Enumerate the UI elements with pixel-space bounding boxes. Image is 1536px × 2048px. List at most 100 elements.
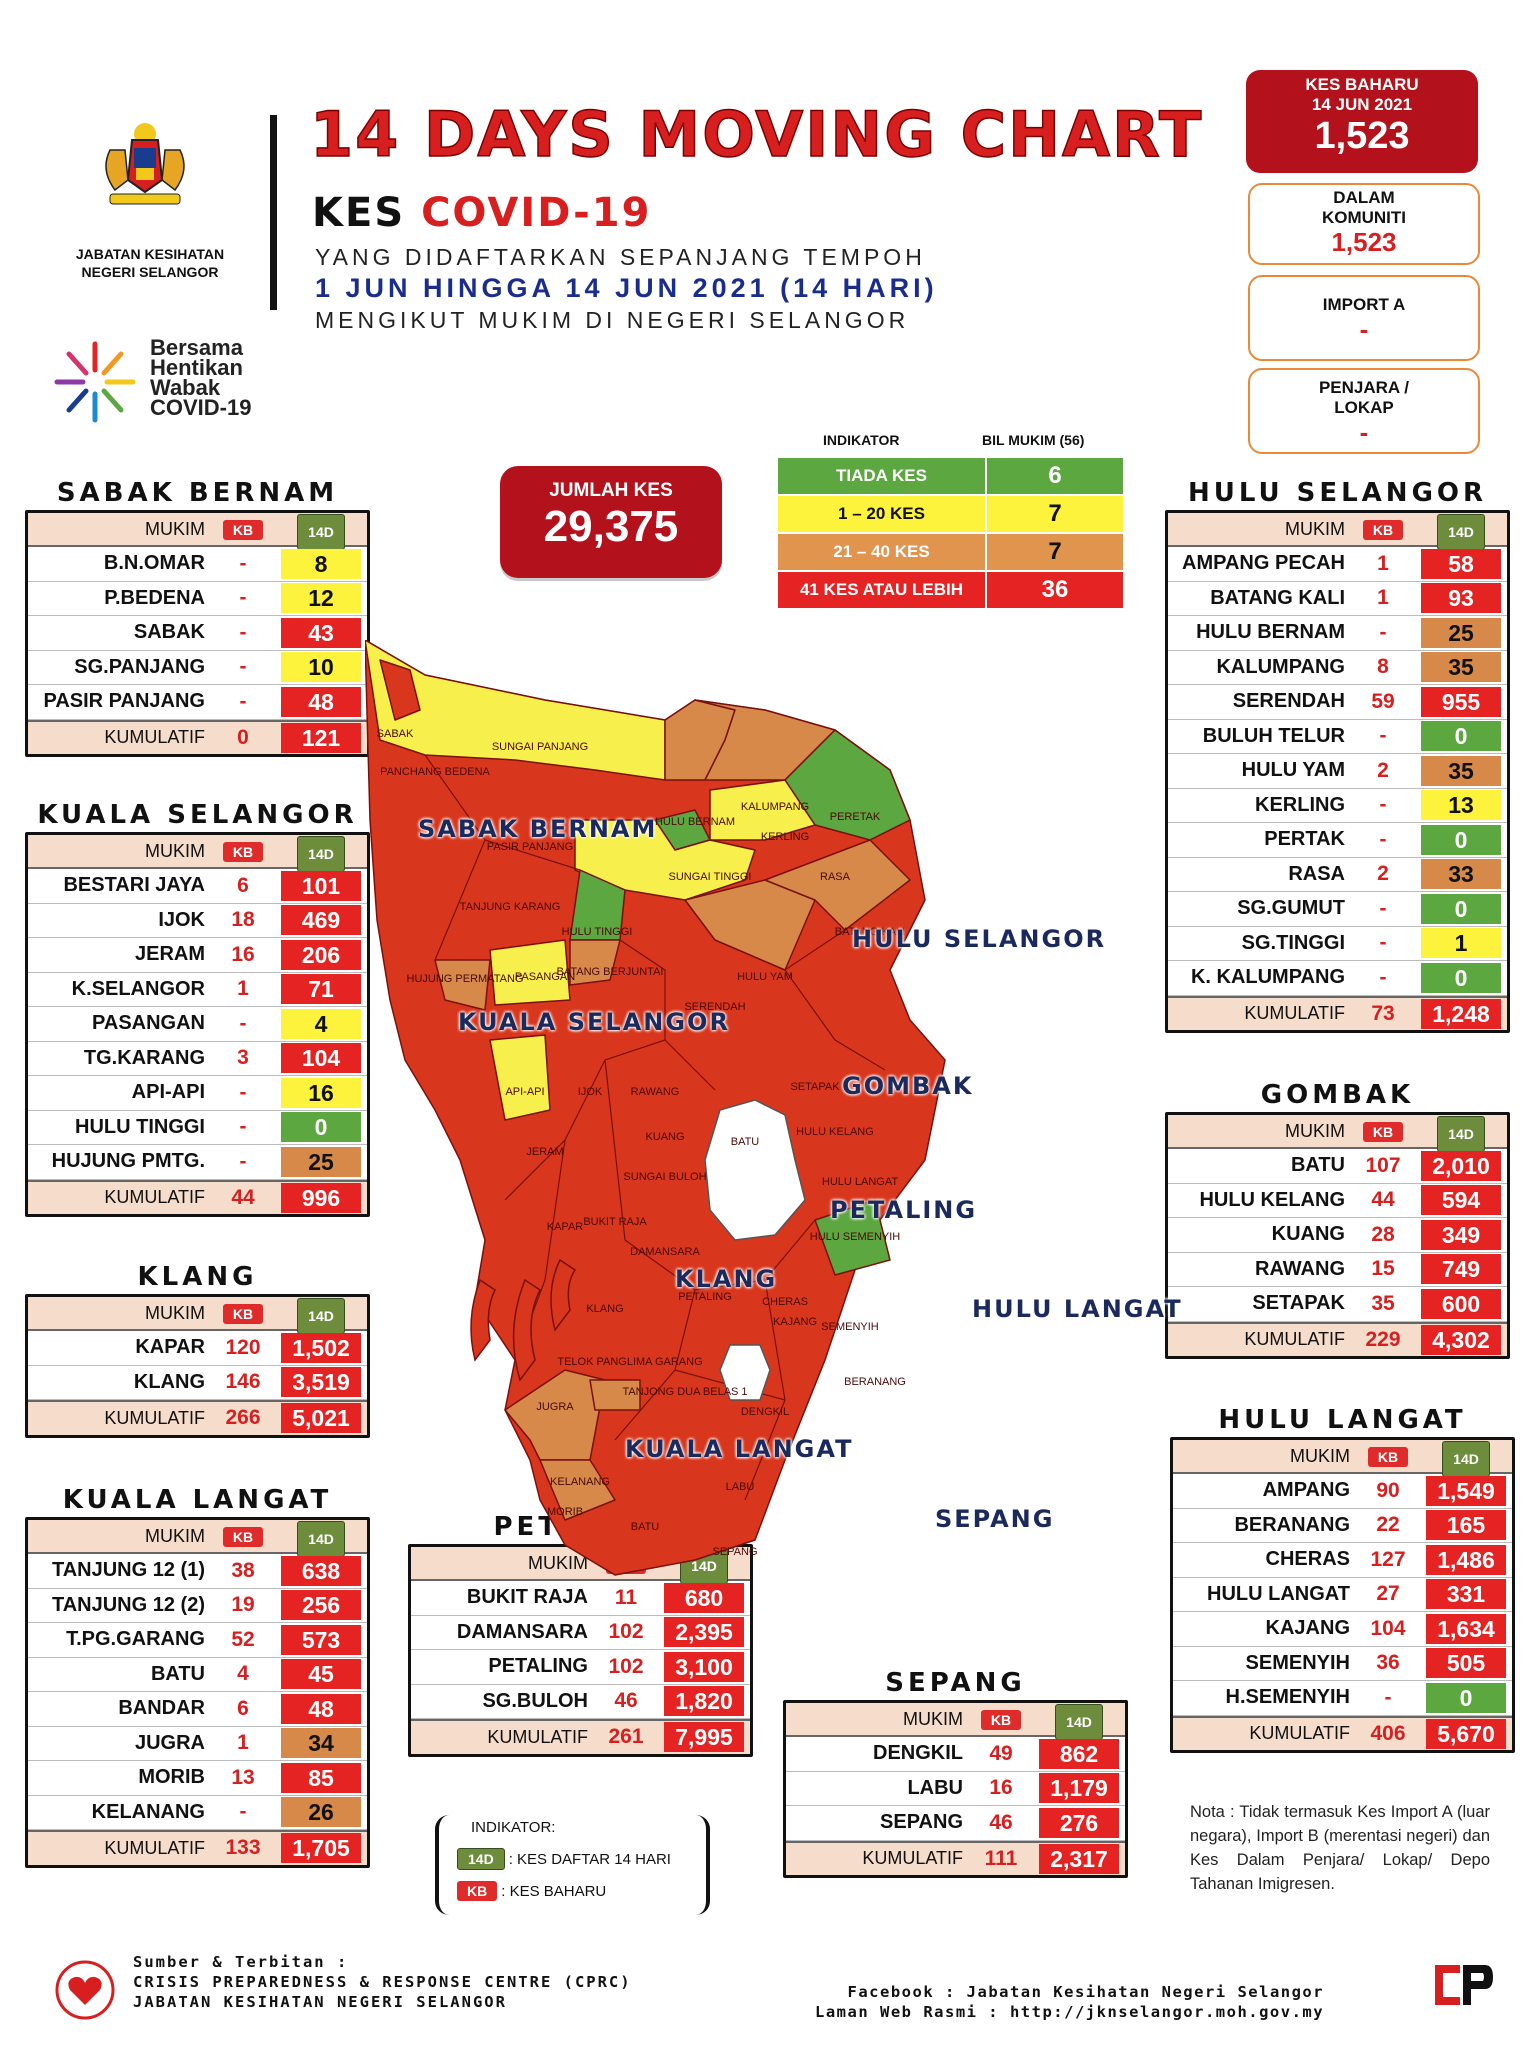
mukim-name: KAPAR xyxy=(135,1336,205,1359)
map-mukim-hulu-semenyih: HULU SEMENYIH xyxy=(810,1231,901,1243)
mukim-name: K.SELANGOR xyxy=(71,977,205,1000)
mukim-name: KALUMPANG xyxy=(1216,655,1345,678)
mukim-14d: 749 xyxy=(1421,1254,1501,1285)
kumulatif-label: KUMULATIF xyxy=(862,1848,963,1869)
map-region-sabak-bernam xyxy=(365,640,666,781)
subtitle-line2: YANG DIDAFTARKAN SEPANJANG TEMPOH xyxy=(315,244,926,270)
table-row: DAMANSARA 102 2,395 xyxy=(411,1616,750,1650)
kes-baharu-box: KES BAHARU 14 JUN 2021 1,523 xyxy=(1246,70,1478,173)
table-row: T.PG.GARANG 52 573 xyxy=(28,1623,367,1658)
mukim-name: BATU xyxy=(150,1662,205,1685)
mukim-name: RASA xyxy=(1288,862,1345,885)
import-box: IMPORT A - xyxy=(1248,275,1480,361)
mukim-name: SABAK xyxy=(133,621,205,644)
mukim-kb: - xyxy=(239,689,247,713)
table-row: KERLING - 13 xyxy=(1168,789,1507,823)
kumulatif-label: KUMULATIF xyxy=(1249,1723,1350,1744)
mukim-name: BESTARI JAYA xyxy=(63,874,205,897)
indicator-count: 7 xyxy=(987,534,1123,570)
mukim-name: SEMENYIH xyxy=(1245,1651,1350,1674)
table-row: BUKIT RAJA 11 680 xyxy=(411,1581,750,1616)
map-mukim-tanjung-karang: TANJUNG KARANG xyxy=(460,901,561,913)
map-mukim-batang-berjuntai: BATANG BERJUNTAI xyxy=(557,966,664,978)
table-row: BATU 107 2,010 xyxy=(1168,1149,1507,1184)
map-mukim-tanjong: TANJONG DUA BELAS 1 xyxy=(622,1386,747,1398)
mukim-kb: - xyxy=(1379,793,1387,817)
mukim-14d: 0 xyxy=(1421,893,1501,924)
penjara-box: PENJARA / LOKAP - xyxy=(1248,368,1480,454)
kumulatif-14d: 4,302 xyxy=(1421,1324,1501,1355)
indicator-label: 41 KES ATAU LEBIH xyxy=(778,572,985,608)
map-mukim-labu: LABU xyxy=(726,1481,755,1493)
table-row: KAJANG 104 1,634 xyxy=(1173,1612,1512,1647)
mukim-kb: 44 xyxy=(1371,1188,1395,1212)
mukim-kb: 11 xyxy=(614,1585,638,1609)
mukim-14d: 0 xyxy=(1421,721,1501,752)
map-region-hulu-yam xyxy=(684,879,816,971)
mukim-name: KELANANG xyxy=(91,1800,205,1823)
kb-pill: KB xyxy=(222,1304,264,1324)
jumlah-kes-box: JUMLAH KES 29,375 xyxy=(500,466,722,578)
col-kb: KB xyxy=(213,839,273,863)
kumulatif-kb: 44 xyxy=(231,1185,255,1209)
table-row: BERANANG 22 165 xyxy=(1173,1509,1512,1543)
map-mukim-batu: BATU xyxy=(731,1136,760,1148)
mukim-kb: - xyxy=(239,551,247,575)
col-mukim: MUKIM xyxy=(145,518,205,539)
mukim-name: BUKIT RAJA xyxy=(466,1586,588,1609)
district-title: HULU LANGAT xyxy=(1218,1405,1467,1435)
indicator-label: TIADA KES xyxy=(778,458,985,494)
mukim-14d: 71 xyxy=(281,974,361,1005)
district-title: KUALA LANGAT xyxy=(62,1485,333,1515)
col-kb: KB xyxy=(1353,517,1413,541)
legend-row-kb: KB : KES BAHARU xyxy=(457,1881,606,1901)
kumulatif-14d: 2,317 xyxy=(1039,1843,1119,1874)
table-row: SG.TINGGI - 1 xyxy=(1168,927,1507,961)
mukim-name: B.N.OMAR xyxy=(103,552,205,575)
campaign-l3: Wabak xyxy=(150,375,221,400)
komuniti-label1: DALAM xyxy=(1333,188,1395,207)
table-row: SG.PANJANG - 10 xyxy=(28,651,367,685)
table-row: SEMENYIH 36 505 xyxy=(1173,1647,1512,1681)
table-header-row: MUKIM KB 14D xyxy=(1168,1115,1507,1152)
mukim-name: K. KALUMPANG xyxy=(1190,966,1345,989)
mukim-kb: - xyxy=(239,1115,247,1139)
district-table: MUKIM KB 14D KAPAR 120 1,502 KLANG 146 3,519 KUMU… xyxy=(25,1294,370,1438)
dept-line1: JABATAN KESIHATAN xyxy=(75,246,225,262)
legend-14d-label: : KES DAFTAR 14 HARI xyxy=(508,1850,671,1868)
map-label-kuala-selangor: KUALA SELANGOR xyxy=(458,1008,730,1036)
col-mukim: MUKIM xyxy=(145,840,205,861)
table-row: H.SEMENYIH - 0 xyxy=(1173,1681,1512,1716)
footer-website[interactable]: Laman Web Rasmi : http://jknselangor.moh… xyxy=(815,2003,1325,2021)
mukim-kb: - xyxy=(239,655,247,679)
footer-facebook[interactable]: Facebook : Jabatan Kesihatan Negeri Sela… xyxy=(847,1983,1325,2001)
d14-pill: 14D xyxy=(297,1521,345,1557)
mukim-name: AMPANG PECAH xyxy=(1182,552,1345,575)
kumulatif-14d: 996 xyxy=(281,1182,361,1213)
map-mukim-petaling: PETALING xyxy=(678,1291,732,1303)
table-header-row: MUKIM KB 14D xyxy=(1168,513,1507,550)
mukim-kb: 107 xyxy=(1365,1153,1401,1177)
table-row: KUANG 28 349 xyxy=(1168,1218,1507,1253)
col-14d: 14D xyxy=(281,1521,361,1557)
table-row: K.SELANGOR 1 71 xyxy=(28,973,367,1007)
table-row: RASA 2 33 xyxy=(1168,858,1507,892)
mukim-14d: 3,100 xyxy=(664,1651,744,1682)
district-sabak-bernam: SABAK BERNAM MUKIM KB 14D B.N.OMAR -8 P.BEDENA… xyxy=(25,478,370,757)
penjara-label1: PENJARA / xyxy=(1318,378,1410,397)
mukim-kb: 8 xyxy=(1377,655,1389,679)
heart-logo-icon xyxy=(55,1960,115,2020)
mukim-14d: 43 xyxy=(281,617,361,648)
table-row: BULUH TELUR - 0 xyxy=(1168,720,1507,754)
col-14d: 14D xyxy=(1421,1116,1501,1152)
mukim-kb: 27 xyxy=(1376,1582,1400,1606)
table-row: KLANG 146 3,519 xyxy=(28,1366,367,1400)
map-region-sabak xyxy=(379,659,421,721)
map-region-kerling xyxy=(709,779,816,841)
indicator-row: 41 KES ATAU LEBIH 36 xyxy=(778,572,1123,608)
kumulatif-row: KUMULATIF 44 996 xyxy=(28,1179,367,1214)
district-title: GOMBAK xyxy=(1260,1080,1415,1110)
kumulatif-row: KUMULATIF 133 1,705 xyxy=(28,1830,367,1865)
mukim-14d: 1,179 xyxy=(1039,1773,1119,1804)
table-row: RAWANG 15 749 xyxy=(1168,1253,1507,1287)
